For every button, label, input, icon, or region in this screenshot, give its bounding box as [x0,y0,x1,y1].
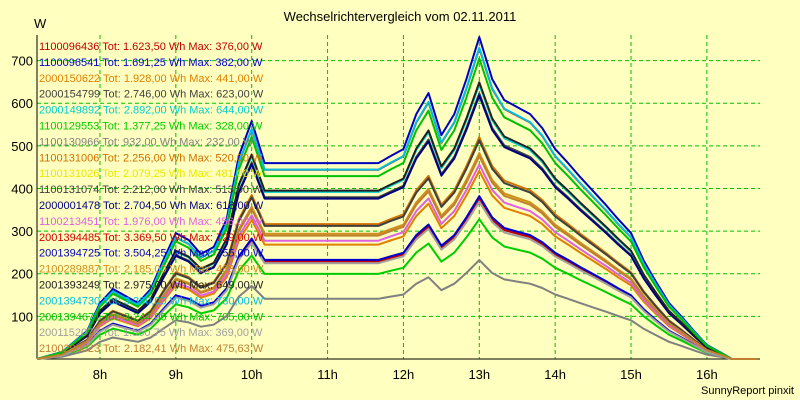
series-line-2000150622 [36,170,758,360]
legend-entry-1100131006: 1100131006 Tot: 2.256,00 Wh Max: 520,00 … [39,152,263,164]
x-tick-label: 12h [393,367,415,382]
x-tick-label: 14h [544,367,566,382]
series-line-2001394730 [36,46,758,360]
x-tick-label: 9h [169,367,183,382]
series-line-2001152078 [36,200,758,360]
x-axis-ticks: 8h 9h 10h 11h 12h 13h 14h 15h 16h [93,367,718,382]
y-tick-label: 500 [11,139,33,154]
legend-entry-2000001478: 2000001478 Tot: 2.704,50 Wh Max: 618,00 … [39,200,264,212]
series-line-2001393249 [36,81,758,360]
legend-entry-2100290023: 2100290023 Tot: 2.182,41 Wh Max: 475,63 … [39,343,264,355]
legend-entry-2001393249: 2001393249 Tot: 2.975,00 Wh Max: 649,00 … [39,280,264,292]
legend-entry-2001394730: 2001394730 Tot: 3.380,00 Wh Max: 730,00 … [39,295,264,307]
x-tick-label: 8h [93,367,107,382]
legend-entry-1100213451: 1100213451 Tot: 1.976,00 Wh Max: 456,00 … [39,216,263,228]
legend: 1100096436 Tot: 1.623,50 Wh Max: 376,00 … [39,41,264,355]
legend-entry-2100289887: 2100289887 Tot: 2.185,00 Wh Max: 483,00 … [39,264,264,276]
legend-entry-1100129553: 1100129553 Tot: 1.377,25 Wh Max: 328,00 … [39,121,263,133]
series-line-1100096541 [36,195,758,360]
y-tick-label: 400 [11,181,33,196]
y-axis-unit: W [34,16,47,31]
legend-entry-2000149892: 2000149892 Tot: 2.892,00 Wh Max: 644,00 … [39,105,264,117]
y-tick-label: 300 [11,224,33,239]
series-line-2100290023 [36,155,758,360]
legend-entry-1100131074: 1100131074 Tot: 2.212,00 Wh Max: 513,00 … [39,184,263,196]
legend-entry-2001394671: 2001394671 Tot: 3.244,00 Wh Max: 705,00 … [39,311,264,323]
y-tick-label: 200 [11,267,33,282]
legend-entry-2000150622: 2000150622 Tot: 1.928,00 Wh Max: 441,00 … [39,73,264,85]
series-line-2001394671 [36,57,758,360]
series-line-1100129553 [36,218,758,360]
series-line-1100131074 [36,139,758,360]
x-tick-label: 16h [696,367,718,382]
y-tick-label: 600 [11,96,33,111]
footer-credit: SunnyReport pinxit [701,385,794,397]
plot-frame [36,35,760,360]
x-tick-label: 10h [241,367,263,382]
legend-entry-1100131026: 1100131026 Tot: 2.079,25 Wh Max: 481,00 … [39,168,263,180]
series-lines [36,36,758,360]
series-line-1100130966 [36,259,758,360]
legend-entry-1100130966: 1100130966 Tot: 932,00 Wh Max: 232,00 W [39,136,254,148]
legend-entry-2000154799: 2000154799 Tot: 2.746,00 Wh Max: 623,00 … [39,89,264,101]
legend-entry-2001152078: 2001152078 Tot: 1.560,75 Wh Max: 369,00 … [39,327,263,339]
y-axis-ticks: 100 200 300 400 500 600 700 [11,54,33,325]
series-line-2001394725 [36,36,758,360]
y-tick-label: 100 [11,309,33,324]
legend-entry-2001394725: 2001394725 Tot: 3.504,25 Wh Max: 755,00 … [39,248,264,260]
x-tick-label: 15h [620,367,642,382]
chart-title: Wechselrichtervergleich vom 02.11.2011 [283,9,517,24]
y-tick-label: 700 [11,54,33,69]
x-tick-label: 11h [317,367,338,382]
x-tick-label: 13h [468,367,490,382]
legend-entry-1100096541: 1100096541 Tot: 1.691,25 Wh Max: 382,00 … [39,57,263,69]
legend-entry-2001394485: 2001394485 Tot: 3.369,50 Wh Max: 729,00 … [39,232,264,244]
legend-entry-1100096436: 1100096436 Tot: 1.623,50 Wh Max: 376,00 … [39,41,263,53]
series-line-1100213451 [36,163,758,360]
series-line-2000001478 [36,94,758,360]
